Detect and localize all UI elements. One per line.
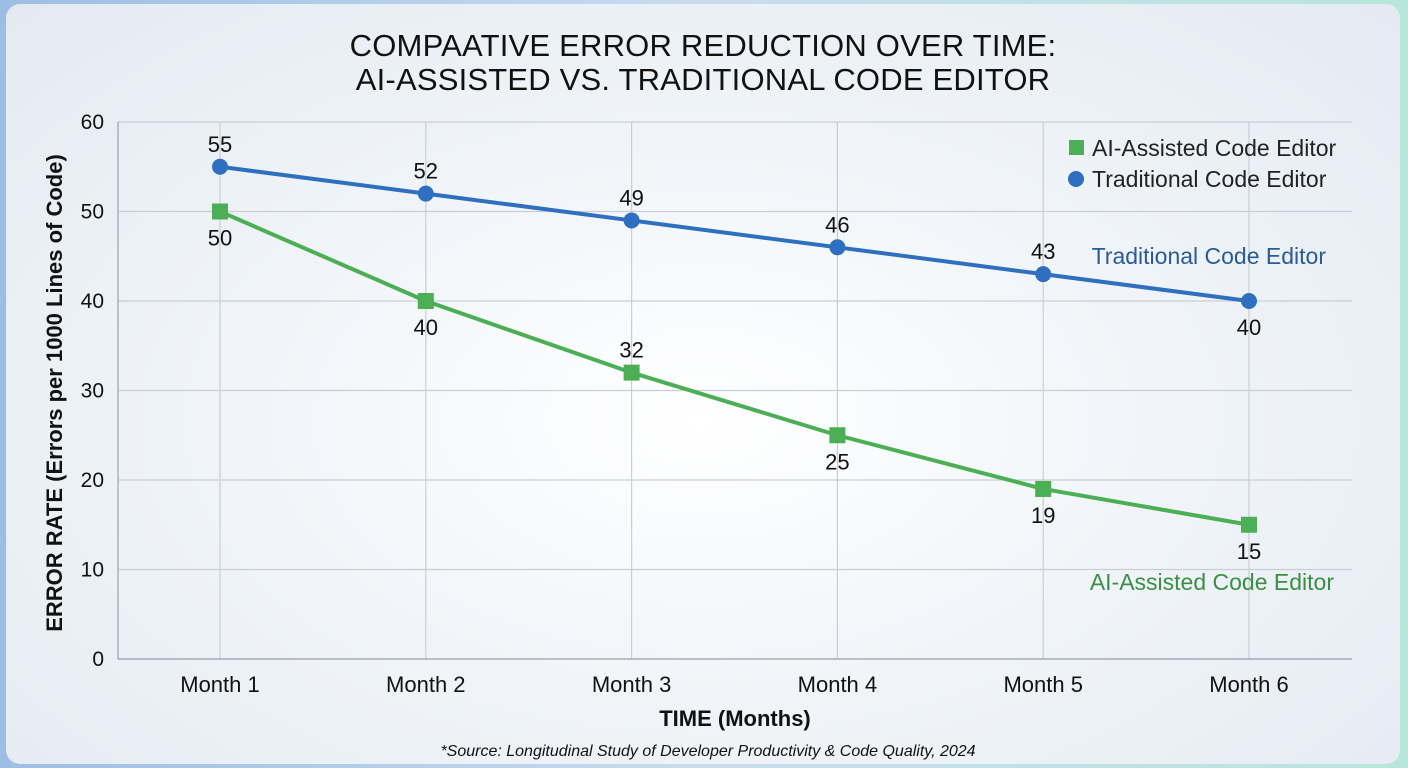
traditional-series-label: Traditional Code Editor — [1092, 243, 1327, 269]
ai-data-label-5: 19 — [1031, 503, 1055, 528]
ai-point-4 — [829, 427, 846, 444]
traditional-data-label-3: 49 — [619, 185, 643, 210]
chart-title: COMPAATIVE ERROR REDUCTION OVER TIME: AI… — [350, 28, 1057, 97]
legend: AI-Assisted Code Editor Traditional Code … — [1068, 135, 1337, 192]
traditional-point-2 — [417, 185, 434, 202]
grid — [118, 121, 1352, 660]
ai-series: 50 40 32 25 19 15 — [208, 203, 1261, 564]
legend-label-traditional: Traditional Code Editor — [1092, 166, 1327, 192]
y-tick-label-10: 10 — [81, 559, 104, 582]
traditional-point-5 — [1035, 266, 1052, 283]
traditional-data-label-6: 40 — [1237, 315, 1261, 340]
chart-card: COMPAATIVE ERROR REDUCTION OVER TIME: AI… — [6, 4, 1400, 764]
line-chart: COMPAATIVE ERROR REDUCTION OVER TIME: AI… — [42, 28, 1352, 760]
source-note: *Source: Longitudinal Study of Developer… — [440, 743, 975, 760]
traditional-data-label-2: 52 — [414, 159, 438, 184]
traditional-data-label-1: 55 — [208, 132, 232, 157]
axes: 0 10 20 30 40 50 60 Month 1 Month 2 Month 3 Month … — [81, 111, 1352, 697]
legend-marker-ai — [1069, 140, 1084, 155]
ai-data-label-2: 40 — [414, 315, 438, 340]
y-tick-label-40: 40 — [81, 290, 104, 313]
ai-data-label-4: 25 — [825, 449, 849, 474]
ai-data-label-1: 50 — [208, 226, 232, 251]
ai-point-3 — [623, 364, 640, 381]
ai-data-label-6: 15 — [1237, 539, 1261, 564]
ai-point-5 — [1035, 480, 1052, 497]
x-tick-label-6: Month 6 — [1209, 672, 1289, 697]
x-tick-label-4: Month 4 — [798, 672, 878, 697]
ai-point-2 — [417, 293, 434, 309]
traditional-data-label-4: 46 — [825, 212, 849, 237]
ai-point-6 — [1241, 516, 1257, 533]
y-tick-label-0: 0 — [92, 648, 104, 671]
ai-series-label: AI-Assisted Code Editor — [1090, 569, 1335, 595]
traditional-point-1 — [212, 158, 228, 175]
x-tick-label-1: Month 1 — [180, 672, 260, 697]
ai-series-line — [219, 209, 1250, 527]
traditional-point-4 — [829, 239, 846, 256]
legend-marker-traditional — [1068, 171, 1084, 187]
y-tick-label-30: 30 — [81, 380, 104, 403]
ai-data-label-3: 32 — [619, 338, 643, 363]
traditional-point-3 — [623, 212, 640, 229]
traditional-data-label-5: 43 — [1031, 239, 1055, 264]
chart-title-line-2: AI-ASSISTED VS. TRADITIONAL CODE EDITOR — [356, 62, 1051, 97]
traditional-series-line — [219, 164, 1250, 303]
y-axis-title: ERROR RATE (Errors per 1000 Lines of Cod… — [42, 154, 67, 632]
x-axis-title: TIME (Months) — [659, 706, 811, 731]
chart-title-line-1: COMPAATIVE ERROR REDUCTION OVER TIME: — [350, 28, 1057, 63]
y-tick-label-20: 20 — [81, 469, 104, 492]
x-tick-label-2: Month 2 — [386, 672, 466, 697]
y-tick-label-50: 50 — [81, 201, 104, 224]
legend-label-ai: AI-Assisted Code Editor — [1092, 135, 1337, 161]
x-tick-label-3: Month 3 — [592, 672, 672, 697]
y-tick-label-60: 60 — [81, 111, 104, 134]
traditional-series: 55 52 49 46 43 40 — [208, 132, 1261, 340]
ai-point-1 — [212, 203, 228, 220]
traditional-point-6 — [1241, 293, 1257, 309]
series: 50 40 32 25 19 15 55 52 49 46 43 40 — [208, 132, 1261, 564]
x-tick-label-5: Month 5 — [1003, 672, 1083, 697]
